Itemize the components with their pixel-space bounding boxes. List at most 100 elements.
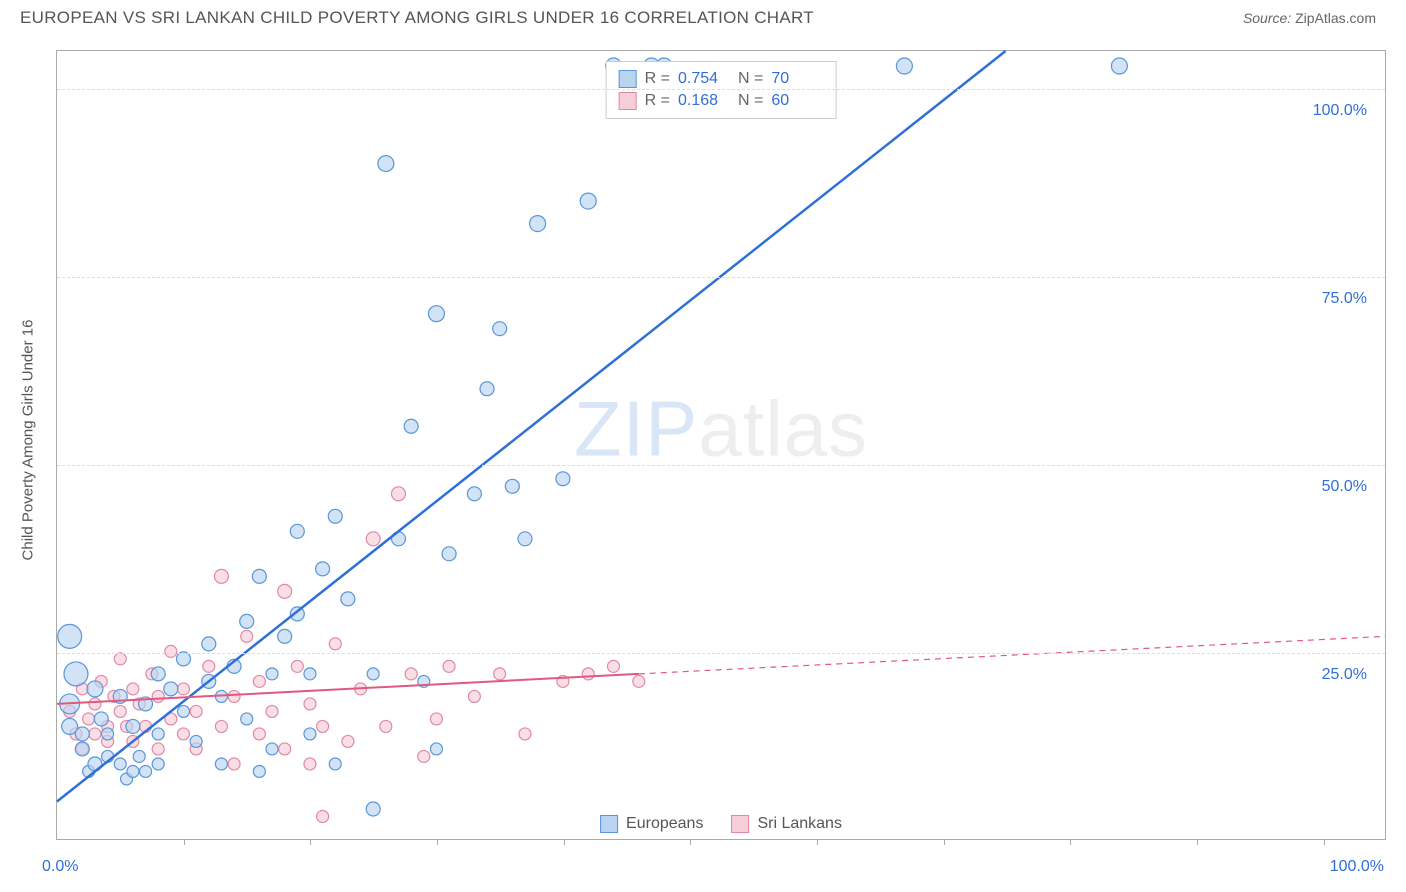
srilankan-point bbox=[253, 728, 265, 740]
srilankan-trendline bbox=[57, 674, 639, 704]
srilankan-point bbox=[253, 675, 265, 687]
european-point bbox=[480, 382, 494, 396]
srilankan-point bbox=[203, 660, 215, 672]
gridline bbox=[57, 653, 1385, 654]
european-point bbox=[266, 668, 278, 680]
legend-row: R =0.168N =60 bbox=[619, 90, 824, 112]
european-point bbox=[64, 662, 88, 686]
european-point bbox=[493, 322, 507, 336]
y-tick-label: 25.0% bbox=[1322, 666, 1367, 684]
srilankan-point bbox=[89, 728, 101, 740]
european-point bbox=[151, 667, 165, 681]
srilankan-point bbox=[114, 653, 126, 665]
legend-swatch bbox=[600, 815, 618, 833]
european-trendline bbox=[57, 51, 1006, 801]
header: EUROPEAN VS SRI LANKAN CHILD POVERTY AMO… bbox=[0, 0, 1406, 30]
chart-title: EUROPEAN VS SRI LANKAN CHILD POVERTY AMO… bbox=[20, 8, 814, 28]
srilankan-point bbox=[278, 584, 292, 598]
european-point bbox=[367, 668, 379, 680]
european-point bbox=[316, 562, 330, 576]
european-point bbox=[58, 624, 82, 648]
european-point bbox=[152, 728, 164, 740]
european-point bbox=[140, 765, 152, 777]
gridline bbox=[57, 465, 1385, 466]
srilankan-point bbox=[190, 705, 202, 717]
x-tick bbox=[817, 839, 818, 845]
x-tick bbox=[1324, 839, 1325, 845]
european-point bbox=[328, 509, 342, 523]
correlation-legend: R =0.754N =70R =0.168N =60 bbox=[606, 61, 837, 119]
legend-swatch bbox=[619, 92, 637, 110]
european-point bbox=[304, 668, 316, 680]
european-point bbox=[467, 487, 481, 501]
european-point bbox=[1111, 58, 1127, 74]
legend-label: Europeans bbox=[626, 815, 703, 833]
european-point bbox=[505, 479, 519, 493]
srilankan-point bbox=[266, 705, 278, 717]
european-point bbox=[530, 216, 546, 232]
european-point bbox=[75, 742, 89, 756]
srilankan-point bbox=[443, 660, 455, 672]
european-point bbox=[428, 306, 444, 322]
european-point bbox=[404, 419, 418, 433]
european-point bbox=[266, 743, 278, 755]
n-value: 60 bbox=[771, 92, 823, 110]
r-label: R = bbox=[645, 92, 670, 110]
legend-swatch bbox=[731, 815, 749, 833]
srilankan-point bbox=[304, 758, 316, 770]
srilankan-point bbox=[304, 698, 316, 710]
srilankan-point bbox=[608, 660, 620, 672]
srilankan-point bbox=[114, 705, 126, 717]
srilankan-point bbox=[165, 645, 177, 657]
srilankan-point bbox=[391, 487, 405, 501]
gridline bbox=[57, 89, 1385, 90]
european-point bbox=[378, 156, 394, 172]
x-axis-max-label: 100.0% bbox=[1330, 858, 1384, 876]
european-point bbox=[278, 629, 292, 643]
x-tick bbox=[564, 839, 565, 845]
european-point bbox=[240, 614, 254, 628]
european-point bbox=[202, 637, 216, 651]
european-point bbox=[304, 728, 316, 740]
gridline bbox=[57, 277, 1385, 278]
european-point bbox=[190, 735, 202, 747]
srilankan-point bbox=[317, 811, 329, 823]
srilankan-point bbox=[215, 720, 227, 732]
srilankan-point bbox=[418, 750, 430, 762]
y-axis-title: Child Poverty Among Girls Under 16 bbox=[20, 320, 37, 561]
n-label: N = bbox=[738, 70, 763, 88]
srilankan-point bbox=[127, 683, 139, 695]
y-tick-label: 100.0% bbox=[1313, 102, 1367, 120]
srilankan-point bbox=[494, 668, 506, 680]
european-point bbox=[241, 713, 253, 725]
european-point bbox=[126, 719, 140, 733]
r-value: 0.168 bbox=[678, 92, 730, 110]
european-point bbox=[133, 750, 145, 762]
srilankan-point bbox=[342, 735, 354, 747]
srilankan-point bbox=[291, 660, 303, 672]
r-value: 0.754 bbox=[678, 70, 730, 88]
srilankan-point bbox=[405, 668, 417, 680]
european-point bbox=[94, 712, 108, 726]
european-point bbox=[164, 682, 178, 696]
european-point bbox=[556, 472, 570, 486]
european-point bbox=[127, 765, 139, 777]
srilankan-point bbox=[633, 675, 645, 687]
european-point bbox=[75, 727, 89, 741]
european-point bbox=[290, 524, 304, 538]
european-point bbox=[442, 547, 456, 561]
european-point bbox=[152, 758, 164, 770]
x-tick bbox=[944, 839, 945, 845]
european-point bbox=[518, 532, 532, 546]
srilankan-point bbox=[228, 758, 240, 770]
x-tick bbox=[690, 839, 691, 845]
european-point bbox=[253, 765, 265, 777]
scatter-svg bbox=[57, 51, 1385, 839]
source-name: ZipAtlas.com bbox=[1295, 10, 1376, 26]
source-prefix: Source: bbox=[1243, 10, 1291, 26]
european-point bbox=[580, 193, 596, 209]
srilankan-point bbox=[279, 743, 291, 755]
srilankan-point bbox=[582, 668, 594, 680]
series-legend: EuropeansSri Lankans bbox=[592, 813, 850, 835]
x-tick bbox=[1197, 839, 1198, 845]
